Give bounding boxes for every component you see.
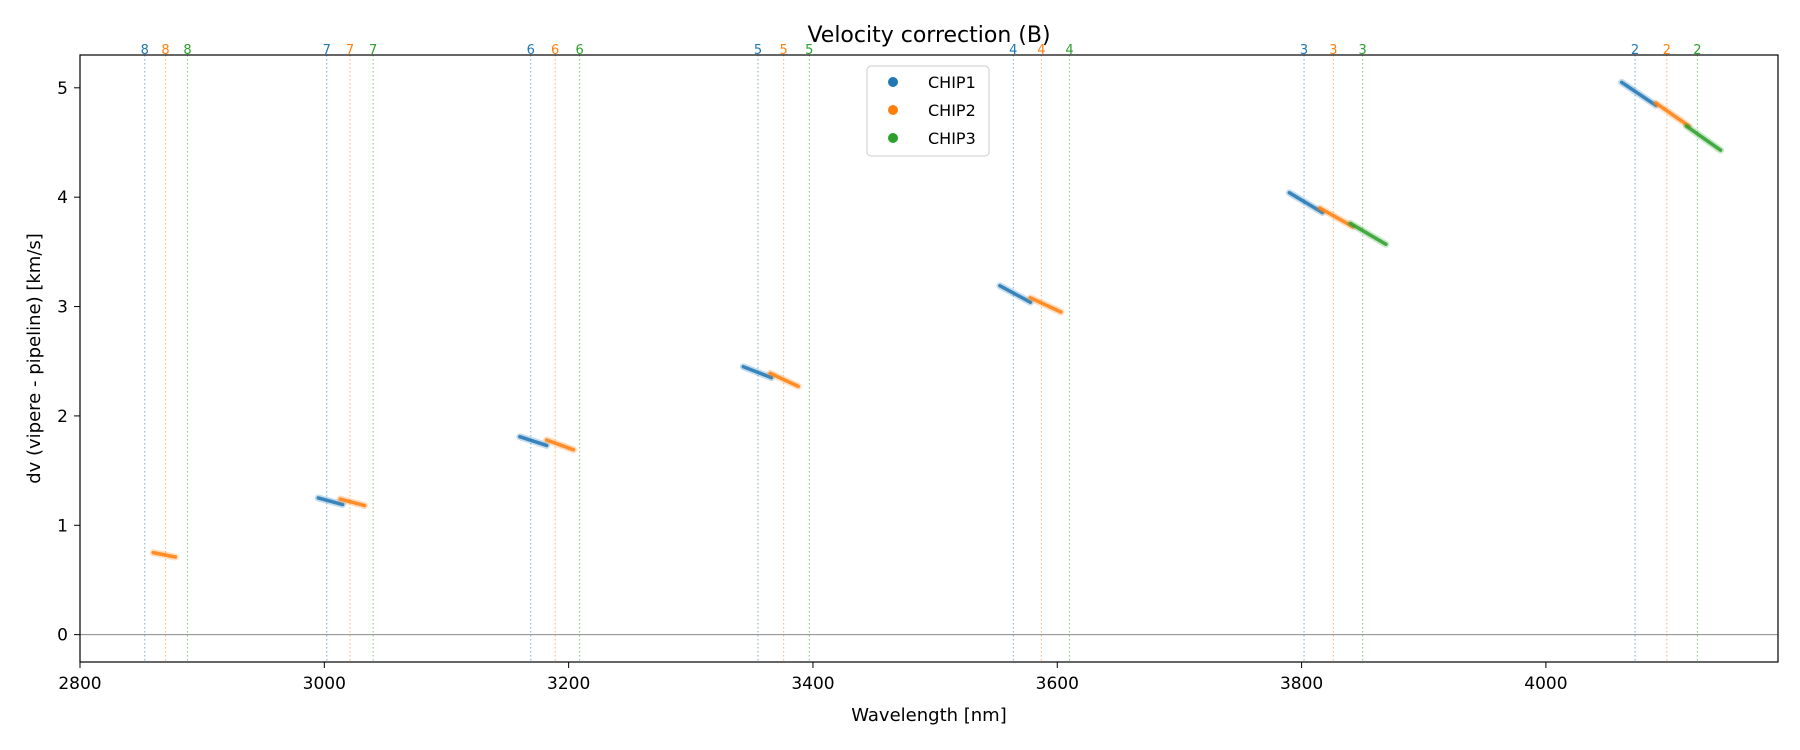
data-segment-core <box>316 496 345 507</box>
data-segment-chip2-order-4 <box>1026 294 1065 316</box>
legend-label-chip2: CHIP2 <box>928 101 976 120</box>
y-tick-label-4: 4 <box>57 188 68 208</box>
chart-title: Velocity correction (B) <box>807 23 1050 48</box>
x-tick-label-3800: 3800 <box>1280 674 1323 694</box>
x-axis-ticks: 2800 3000 3200 3400 3600 3800 4000 <box>58 662 1568 694</box>
data-segment-core <box>1028 296 1063 314</box>
data-segment-chip2-order-8 <box>149 549 179 561</box>
data-segment-core <box>1654 101 1691 128</box>
legend-label-chip1: CHIP1 <box>928 73 976 92</box>
data-segment-core <box>1619 80 1658 108</box>
series-chip1 <box>314 78 1660 509</box>
order-marker-label-chip2-2: 2 <box>1663 43 1671 58</box>
data-segment-chip2-order-6 <box>543 436 578 454</box>
data-segment-chip2-order-7 <box>336 495 369 510</box>
data-segment-chip2-order-2 <box>1652 99 1693 130</box>
data-segment-chip2-order-3 <box>1316 204 1357 231</box>
data-segment-core <box>1348 221 1388 246</box>
order-marker-label-chip1-4: 4 <box>1009 43 1017 58</box>
data-segment-core <box>1684 124 1723 152</box>
y-tick-label-1: 1 <box>57 516 68 536</box>
x-tick-label-3000: 3000 <box>303 674 346 694</box>
legend-marker-chip1 <box>888 77 898 87</box>
x-tick-label-2800: 2800 <box>58 674 101 694</box>
order-marker-label-chip3-5: 5 <box>805 43 813 58</box>
data-segment-chip2-order-5 <box>766 369 802 390</box>
order-marker-label-chip2-4: 4 <box>1037 43 1045 58</box>
plot-frame <box>79 54 1779 663</box>
order-marker-label-chip2-8: 8 <box>161 43 169 58</box>
x-axis-label: Wavelength [nm] <box>851 705 1007 726</box>
order-marker-label-chip1-2: 2 <box>1631 43 1639 58</box>
x-tick-label-4000: 4000 <box>1524 674 1567 694</box>
data-segment-chip3-order-2 <box>1682 122 1725 154</box>
data-segment-core <box>151 550 178 559</box>
order-marker-label-chip2-7: 7 <box>346 43 354 58</box>
legend-item-chip2: CHIP2 <box>888 101 976 120</box>
order-marker-label-chip1-7: 7 <box>323 43 331 58</box>
data-segment-core <box>338 497 367 508</box>
legend-box <box>866 65 990 157</box>
legend-item-chip3: CHIP3 <box>888 129 976 148</box>
data-segment-core <box>518 434 549 448</box>
data-segment-chip1-order-5 <box>739 363 775 382</box>
legend-label-chip3: CHIP3 <box>928 129 976 148</box>
order-marker-label-chip3-3: 3 <box>1359 43 1367 58</box>
y-tick-label-3: 3 <box>57 298 68 318</box>
legend-marker-chip2 <box>888 105 898 115</box>
order-marker-label-chip1-3: 3 <box>1300 43 1308 58</box>
order-marker-label-chip3-7: 7 <box>369 43 377 58</box>
data-segment-core <box>544 438 576 452</box>
data-segment-chip1-order-4 <box>996 282 1034 306</box>
order-marker-label-chip2-5: 5 <box>779 43 787 58</box>
legend: CHIP1 CHIP2 CHIP3 <box>866 65 990 157</box>
y-axis-label: dv (vipere - pipeline) [km/s] <box>24 233 45 484</box>
x-tick-label-3400: 3400 <box>791 674 834 694</box>
series-chip3 <box>1346 122 1725 248</box>
data-segment-chip1-order-7 <box>314 494 347 509</box>
data-segment-core <box>998 284 1033 304</box>
data-segment-core <box>1318 206 1355 229</box>
order-marker-label-chip3-2: 2 <box>1693 43 1701 58</box>
data-series <box>149 78 1725 561</box>
y-axis-ticks: 0 1 2 3 4 5 <box>57 79 80 646</box>
order-marker-label-chip2-6: 6 <box>551 43 559 58</box>
x-tick-label-3600: 3600 <box>1036 674 1079 694</box>
legend-marker-chip3 <box>888 133 898 143</box>
legend-item-chip1: CHIP1 <box>888 73 976 92</box>
data-segment-chip1-order-6 <box>516 433 551 449</box>
order-marker-label-chip1-5: 5 <box>754 43 762 58</box>
y-tick-label-0: 0 <box>57 626 68 646</box>
data-segment-core <box>741 364 774 380</box>
x-tick-label-3200: 3200 <box>547 674 590 694</box>
order-marker-label-chip2-3: 3 <box>1329 43 1337 58</box>
data-segment-chip1-order-3 <box>1285 189 1326 216</box>
order-marker-label-chip1-8: 8 <box>141 43 149 58</box>
data-segment-chip3-order-3 <box>1346 219 1390 248</box>
order-marker-label-chip3-8: 8 <box>183 43 191 58</box>
data-segment-core <box>768 371 801 389</box>
y-tick-label-5: 5 <box>57 79 68 99</box>
order-marker-label-chip1-6: 6 <box>527 43 535 58</box>
data-segment-chip1-order-2 <box>1618 78 1660 109</box>
order-marker-label-chip3-6: 6 <box>575 43 583 58</box>
order-marker-label-chip3-4: 4 <box>1065 43 1073 58</box>
series-chip2 <box>149 99 1693 561</box>
data-segment-core <box>1287 191 1325 215</box>
y-tick-label-2: 2 <box>57 407 68 427</box>
